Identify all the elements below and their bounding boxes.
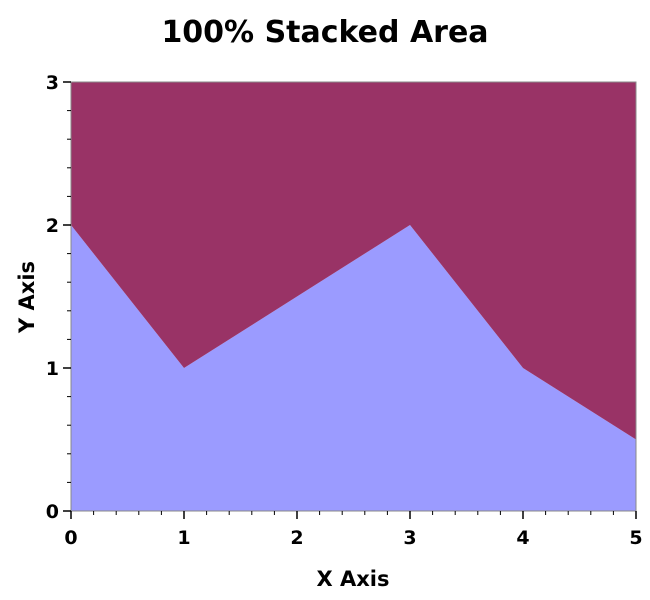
x-axis-label: X Axis <box>317 567 390 591</box>
y-tick-label: 0 <box>46 501 59 523</box>
x-tick-label: 3 <box>403 527 416 549</box>
x-tick-label: 1 <box>177 527 190 549</box>
y-tick-label: 2 <box>46 215 59 237</box>
y-tick-label: 1 <box>46 358 59 380</box>
x-axis: 0 1 2 3 4 5 <box>64 511 643 549</box>
plot-frame <box>70 81 637 512</box>
y-axis: 0 1 2 3 <box>46 72 71 523</box>
x-tick-label: 2 <box>290 527 303 549</box>
area-series-group <box>71 82 636 511</box>
x-tick-label: 4 <box>516 527 529 549</box>
x-tick-label: 5 <box>629 527 642 549</box>
area-series-2 <box>71 82 636 440</box>
x-tick-label: 0 <box>64 527 77 549</box>
chart-title: 100% Stacked Area <box>161 15 488 50</box>
y-tick-label: 3 <box>46 72 59 94</box>
area-series-1 <box>71 225 636 511</box>
y-axis-label: Y Axis <box>15 261 39 334</box>
